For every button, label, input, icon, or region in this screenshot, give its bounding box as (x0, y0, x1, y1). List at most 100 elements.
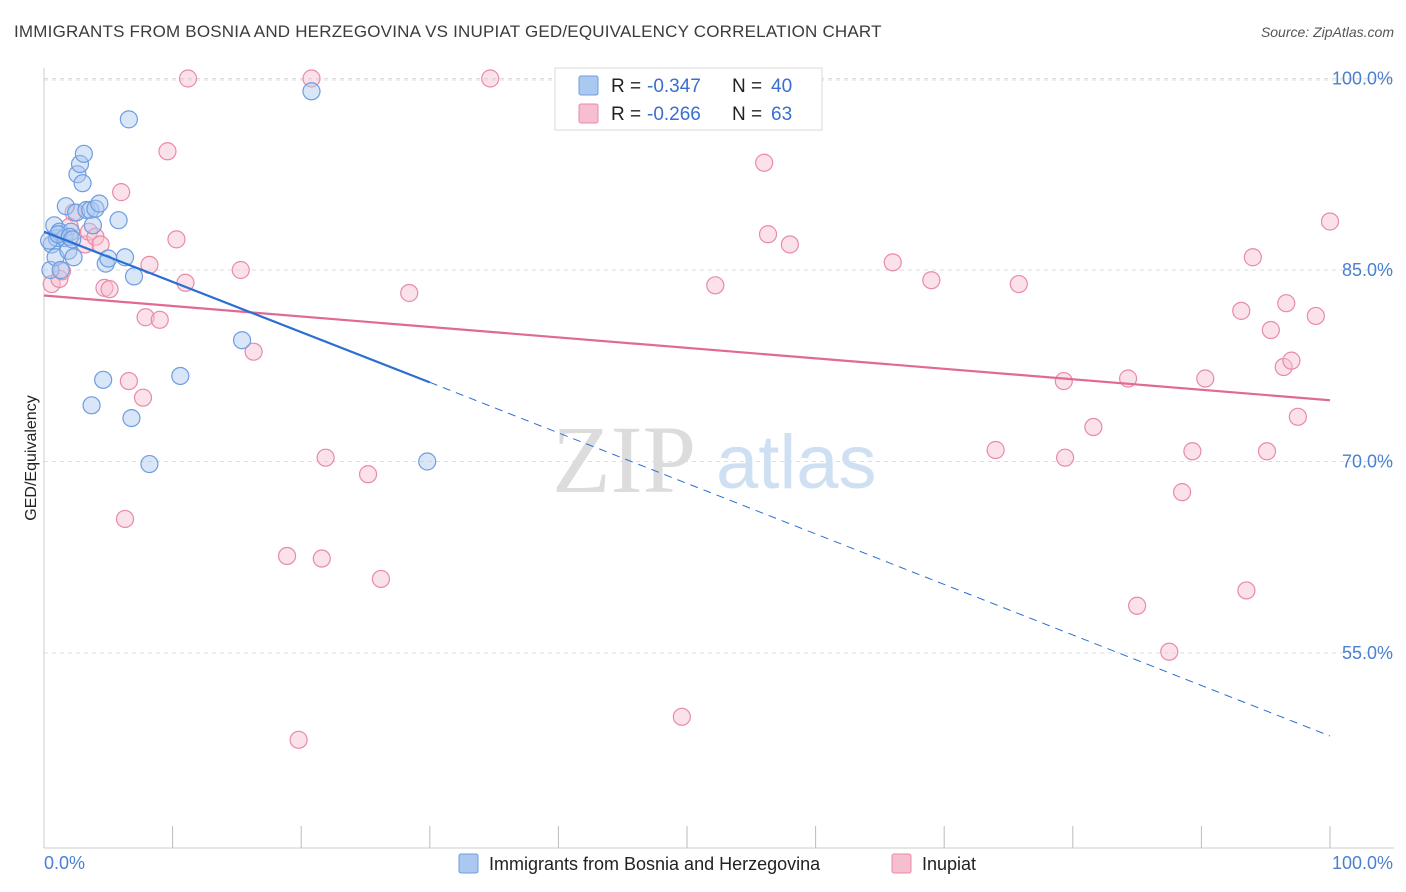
data-point-inupiat (1183, 442, 1202, 461)
data-point-inupiat (358, 465, 378, 484)
data-point-inupiat (371, 569, 391, 589)
data-point-inupiat (672, 707, 691, 726)
legend: Immigrants from Bosnia and Herzegovina I… (458, 853, 976, 874)
y-tick-label: 100.0% (1332, 69, 1393, 89)
data-point-inupiat (706, 276, 725, 295)
data-point-bosnia (122, 408, 141, 428)
data-point-bosnia (171, 366, 190, 386)
data-point-inupiat (112, 183, 131, 202)
data-point-bosnia (109, 211, 128, 230)
data-point-inupiat (1127, 596, 1147, 615)
data-point-bosnia (56, 197, 75, 216)
legend-swatch-inupiat (891, 853, 912, 874)
data-point-inupiat (1261, 320, 1280, 340)
data-point-inupiat (158, 142, 177, 161)
data-point-bosnia (90, 194, 109, 213)
data-point-inupiat (136, 308, 155, 327)
x-tick-label-max: 100.0% (1332, 853, 1393, 873)
trend-lines (43, 230, 1331, 737)
data-point-inupiat (1232, 301, 1251, 320)
data-point-inupiat (1320, 212, 1340, 231)
data-point-inupiat (758, 225, 778, 244)
y-axis-tick-labels: 55.0% 70.0% 85.0% 100.0% (1332, 69, 1393, 664)
data-point-inupiat (1282, 351, 1301, 370)
y-tick-label: 70.0% (1342, 452, 1393, 472)
stats-n-label-blue: N = (732, 76, 762, 97)
data-point-inupiat (231, 260, 250, 280)
data-point-bosnia (70, 154, 90, 174)
stats-n-value-pink: 63 (771, 104, 792, 125)
stats-r-label-blue: R = (611, 76, 641, 97)
stats-box-frame (554, 67, 823, 131)
legend-label-bosnia: Immigrants from Bosnia and Herzegovina (489, 854, 821, 874)
stats-r-value-blue: -0.347 (647, 76, 701, 97)
data-point-bosnia (73, 174, 92, 193)
data-point-inupiat (400, 283, 419, 303)
data-point-bosnia (74, 144, 93, 163)
data-point-bosnia (302, 82, 321, 101)
stats-swatch-pink (578, 103, 599, 124)
data-point-inupiat (1277, 294, 1296, 313)
data-point-inupiat (1173, 483, 1192, 502)
grid-lines (44, 78, 1394, 654)
trend-line-bosnia (43, 230, 431, 384)
y-tick-label: 55.0% (1342, 643, 1393, 663)
watermark-atlas: atlas (716, 420, 877, 505)
data-point-inupiat (167, 230, 186, 249)
data-point-bosnia (82, 396, 101, 415)
data-point-inupiat (289, 730, 308, 749)
data-point-inupiat (986, 440, 1005, 460)
data-point-inupiat (883, 253, 902, 272)
data-point-inupiat (922, 271, 941, 290)
watermark: ZIP atlas (552, 406, 877, 513)
data-point-bosnia (94, 370, 113, 389)
stats-n-value-blue: 40 (771, 76, 792, 97)
data-point-inupiat (178, 69, 198, 88)
data-point-bosnia (64, 248, 83, 267)
data-point-inupiat (1243, 248, 1262, 267)
data-point-inupiat (133, 388, 153, 407)
data-point-bosnia (232, 331, 252, 350)
data-point-inupiat (244, 342, 263, 361)
data-point-bosnia (119, 110, 138, 129)
data-point-bosnia (140, 454, 159, 474)
data-point-inupiat (1009, 274, 1028, 294)
data-point-bosnia (418, 452, 437, 471)
data-point-inupiat (780, 235, 799, 254)
data-point-bosnia (51, 260, 70, 280)
data-point-inupiat (115, 509, 135, 529)
source-credit: Source: ZipAtlas.com (1260, 24, 1394, 40)
data-point-inupiat (1257, 442, 1277, 461)
trend-line-bosnia-extrapolated (429, 381, 1331, 737)
data-point-inupiat (1055, 448, 1075, 467)
trend-line-inupiat (43, 294, 1331, 402)
stats-swatch-blue (578, 75, 599, 96)
data-point-bosnia (124, 267, 144, 286)
data-point-inupiat (755, 153, 774, 172)
data-point-inupiat (119, 371, 138, 391)
legend-label-inupiat: Inupiat (922, 854, 976, 874)
data-point-bosnia (83, 216, 102, 235)
x-axis-ticks (172, 826, 1331, 848)
stats-r-label-pink: R = (611, 104, 641, 125)
x-tick-label-min: 0.0% (44, 853, 85, 873)
data-point-inupiat (150, 310, 169, 329)
stats-n-label-pink: N = (732, 104, 762, 125)
data-point-inupiat (1084, 417, 1103, 437)
data-point-inupiat (1288, 407, 1307, 426)
chart-title: IMMIGRANTS FROM BOSNIA AND HERZEGOVINA V… (14, 22, 882, 41)
data-point-inupiat (1160, 642, 1179, 661)
data-point-inupiat (302, 69, 321, 88)
legend-swatch-bosnia (458, 853, 479, 874)
data-point-inupiat (1054, 371, 1073, 391)
stats-r-value-pink: -0.266 (647, 104, 701, 125)
data-point-inupiat (1306, 306, 1325, 326)
data-point-inupiat (1196, 369, 1215, 388)
data-point-inupiat (1237, 581, 1256, 600)
data-point-inupiat (312, 549, 331, 568)
data-point-inupiat (316, 448, 335, 467)
data-point-inupiat (481, 69, 500, 88)
data-point-inupiat (100, 280, 119, 299)
data-point-inupiat (277, 546, 297, 566)
